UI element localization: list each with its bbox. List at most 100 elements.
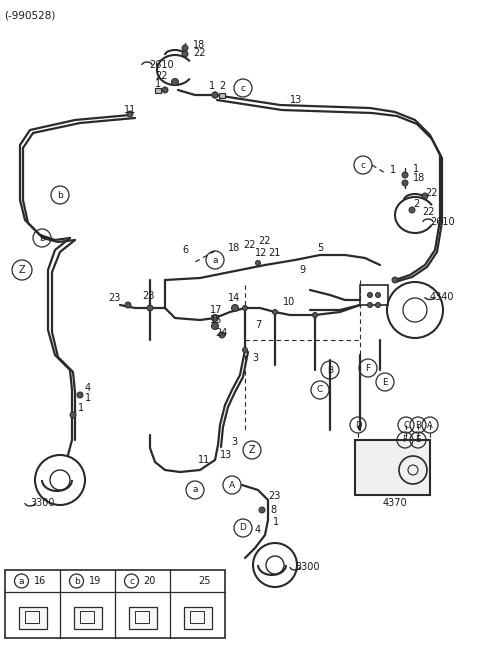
Circle shape (273, 309, 277, 315)
Text: F: F (403, 435, 408, 444)
Bar (155, 87, 161, 92)
Bar (129, 607, 156, 629)
Text: 22: 22 (193, 48, 205, 58)
Text: 3: 3 (252, 353, 258, 363)
Text: 19: 19 (89, 576, 101, 586)
Text: 1: 1 (390, 165, 396, 175)
Text: 22: 22 (422, 207, 434, 217)
Text: 13: 13 (290, 95, 302, 105)
Text: C: C (403, 421, 409, 430)
Circle shape (212, 322, 218, 329)
Circle shape (147, 305, 153, 311)
Text: 4: 4 (85, 383, 91, 393)
Circle shape (375, 302, 381, 307)
Text: 10: 10 (283, 297, 295, 307)
Text: A: A (427, 421, 433, 430)
Text: E: E (415, 435, 420, 444)
Text: 16: 16 (34, 576, 46, 586)
Text: 7: 7 (255, 320, 261, 330)
Text: D: D (355, 421, 361, 430)
Text: F: F (365, 364, 371, 373)
Text: 11: 11 (124, 105, 136, 115)
Text: 8: 8 (270, 505, 276, 515)
Circle shape (312, 313, 317, 317)
Text: 23: 23 (268, 491, 280, 501)
Text: a: a (192, 486, 198, 494)
Circle shape (402, 172, 408, 178)
Circle shape (231, 304, 239, 311)
Bar (134, 611, 148, 623)
Text: 17: 17 (210, 305, 222, 315)
Text: 2610: 2610 (149, 60, 174, 70)
Text: 12: 12 (255, 248, 267, 258)
Text: 1: 1 (155, 79, 161, 89)
Text: 1: 1 (85, 393, 91, 403)
Circle shape (182, 45, 188, 51)
Text: 1: 1 (413, 164, 419, 174)
Circle shape (242, 348, 248, 353)
Text: 21: 21 (268, 248, 280, 258)
Circle shape (375, 293, 381, 298)
Circle shape (212, 92, 218, 98)
Text: 11: 11 (198, 455, 210, 465)
Circle shape (255, 260, 261, 266)
Text: c: c (129, 576, 134, 585)
Text: E: E (382, 377, 388, 386)
Text: 18: 18 (228, 243, 240, 253)
Text: B: B (327, 366, 333, 375)
Text: 3: 3 (231, 437, 237, 447)
Text: 4370: 4370 (383, 498, 408, 508)
Text: 3300: 3300 (295, 562, 320, 572)
Circle shape (368, 302, 372, 307)
Text: 2: 2 (219, 81, 225, 91)
Text: 2610: 2610 (430, 217, 455, 227)
Text: c: c (240, 83, 245, 92)
Text: 24: 24 (215, 328, 228, 338)
Circle shape (212, 92, 218, 98)
Text: Z: Z (19, 265, 25, 275)
Circle shape (70, 412, 76, 418)
Text: (-990528): (-990528) (4, 10, 55, 20)
Text: a: a (19, 576, 24, 585)
Text: b: b (39, 233, 45, 242)
Bar (190, 611, 204, 623)
Bar (19, 607, 47, 629)
Text: 15: 15 (210, 315, 222, 325)
Circle shape (182, 51, 188, 57)
Bar (219, 92, 225, 98)
Text: D: D (240, 523, 246, 532)
Circle shape (392, 277, 398, 283)
Text: 6: 6 (182, 245, 188, 255)
Circle shape (259, 507, 265, 513)
Text: B: B (415, 421, 421, 430)
Circle shape (422, 193, 428, 199)
Text: 18: 18 (193, 40, 205, 50)
Text: 18: 18 (413, 173, 425, 183)
Circle shape (171, 79, 179, 85)
Text: 2: 2 (413, 199, 419, 209)
Circle shape (242, 306, 248, 311)
Circle shape (125, 302, 131, 308)
Text: 4340: 4340 (430, 292, 455, 302)
Text: b: b (73, 576, 79, 585)
Circle shape (127, 111, 133, 117)
Circle shape (402, 180, 408, 186)
Text: 23: 23 (108, 293, 120, 303)
Text: 14: 14 (228, 293, 240, 303)
Text: 23: 23 (142, 291, 155, 301)
Text: 5: 5 (317, 243, 323, 253)
Text: C: C (317, 386, 323, 395)
Text: b: b (57, 191, 63, 200)
Text: A: A (229, 481, 235, 490)
Text: 22: 22 (258, 236, 271, 246)
Text: 13: 13 (220, 450, 232, 460)
Bar (73, 607, 101, 629)
Circle shape (77, 392, 83, 398)
Bar (80, 611, 94, 623)
Circle shape (162, 87, 168, 93)
Text: 9: 9 (299, 265, 305, 275)
Text: 1: 1 (78, 403, 84, 413)
Text: 25: 25 (199, 576, 211, 586)
Circle shape (368, 293, 372, 298)
Text: c: c (360, 160, 365, 169)
